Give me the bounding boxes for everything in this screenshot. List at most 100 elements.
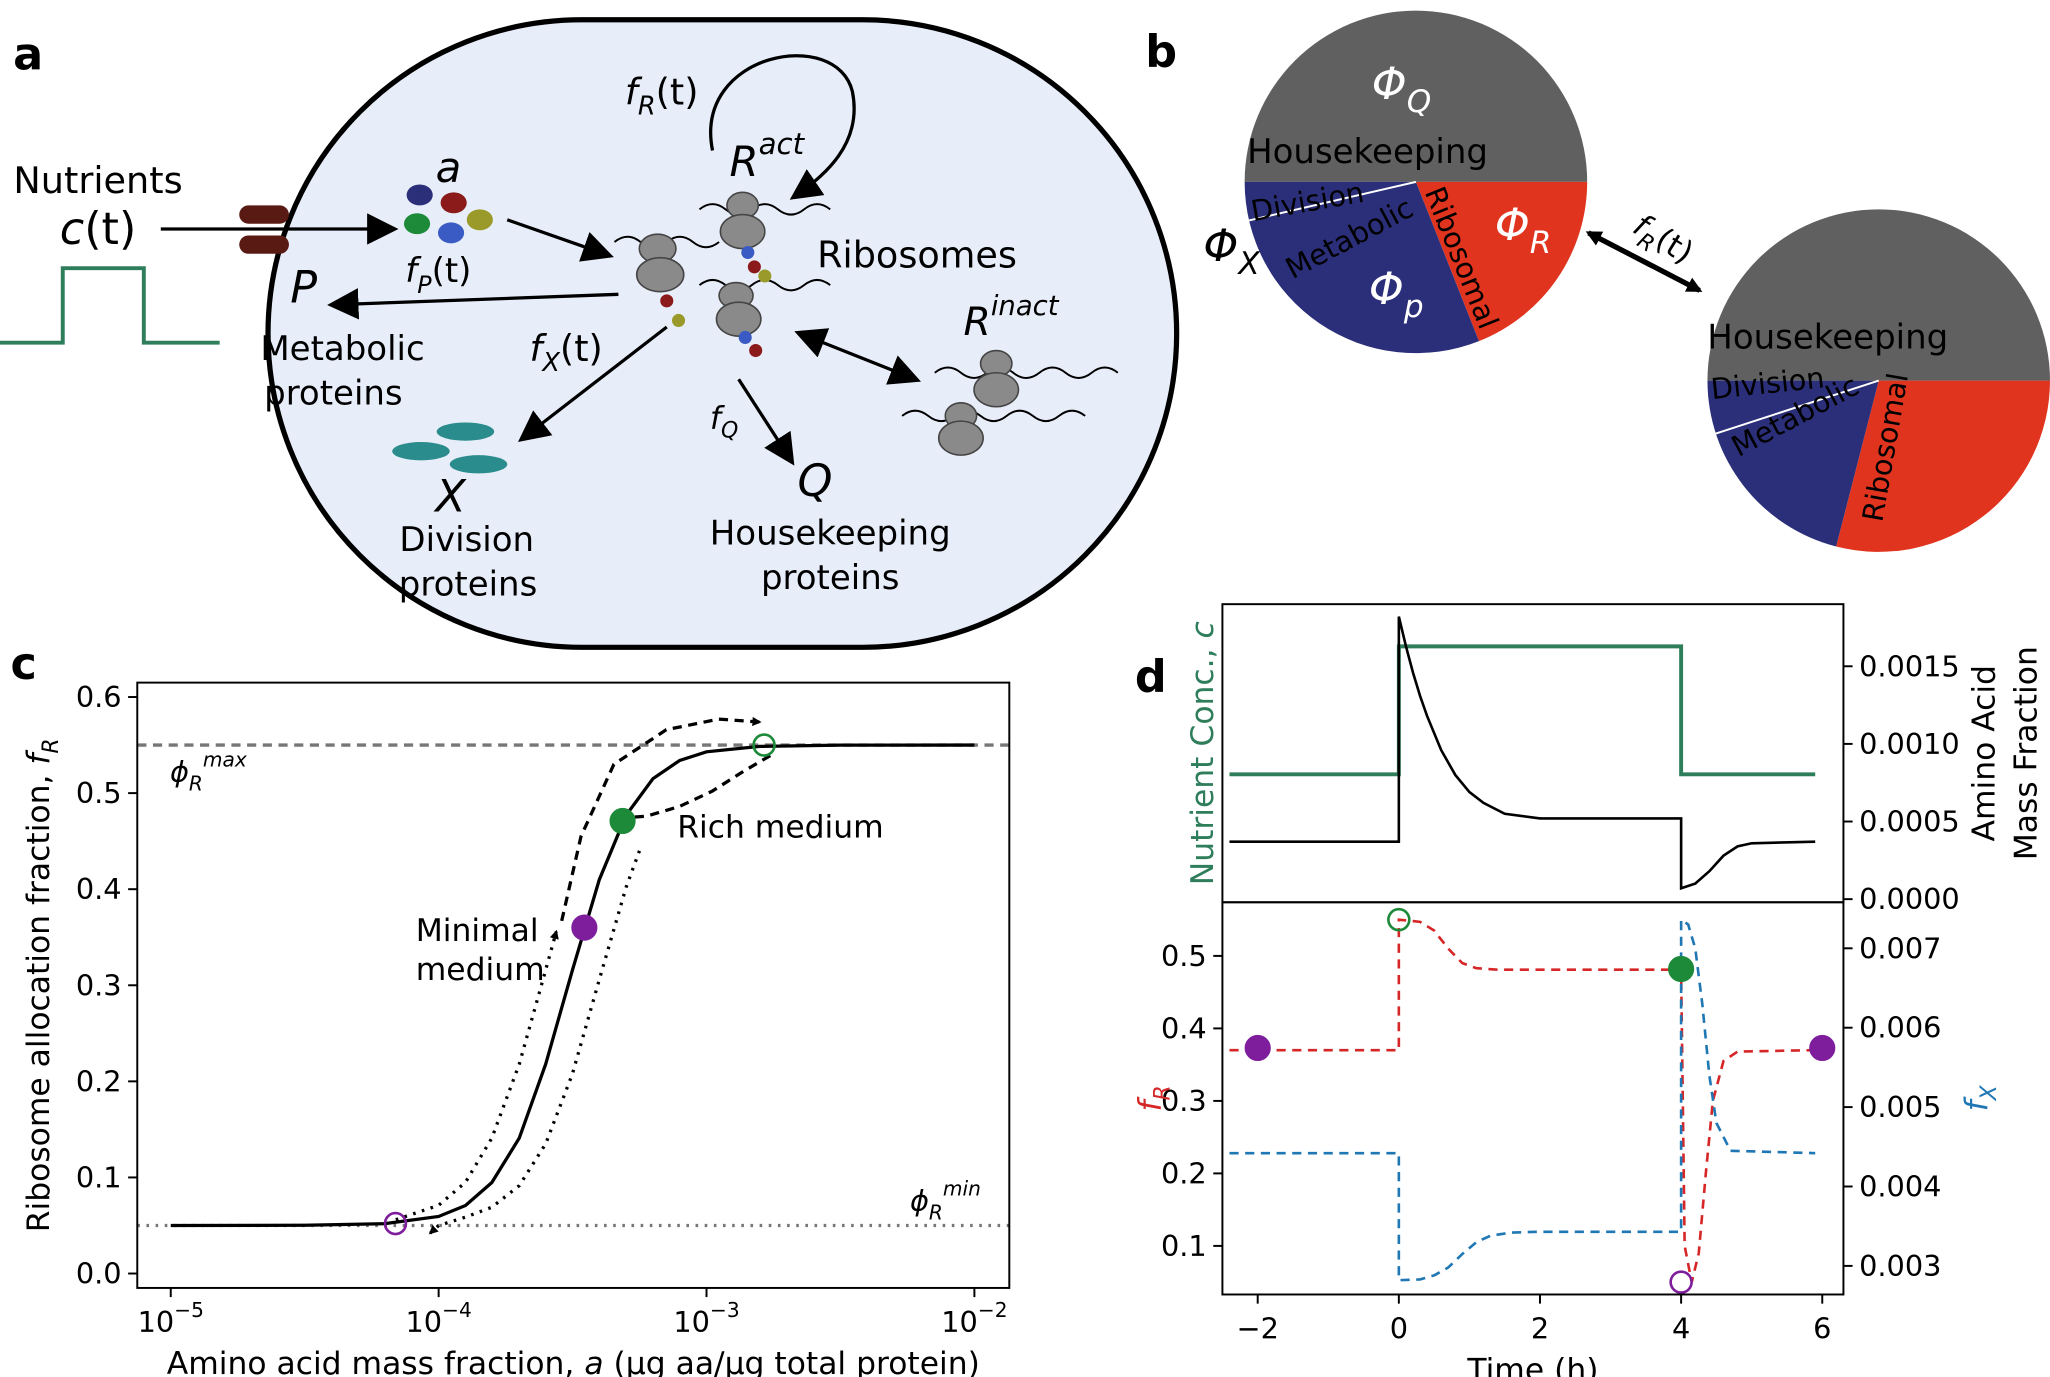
text-part: (t): [1649, 221, 1699, 271]
division-protein: [449, 455, 508, 474]
panel-label: a: [13, 30, 43, 81]
text-part: Nutrient Conc.,: [1185, 638, 1221, 885]
y-tick-label: 0.3: [76, 968, 122, 1002]
x-tick-label: −2: [1237, 1311, 1279, 1345]
marker: [1809, 1034, 1836, 1062]
plot-area: [1229, 917, 1816, 1283]
text-part: inact: [991, 291, 1060, 322]
text-part: c: [60, 203, 84, 254]
ribosomes: [635, 191, 1020, 456]
tick-exponent: −5: [174, 1298, 204, 1322]
y-axis-label: Nutrient Conc., c: [1185, 621, 1221, 885]
diagram-label: Ribosomes: [817, 234, 1017, 277]
text-part: R: [1151, 1085, 1176, 1100]
y-tick-label: 0.007: [1859, 931, 1941, 965]
marker: [1387, 907, 1411, 932]
y-tick-label: 0.0015: [1859, 649, 1960, 683]
x-tick-label: 10−5: [138, 1298, 204, 1339]
arrow: [506, 218, 614, 262]
tick-base: 10: [138, 1305, 175, 1339]
text-part: Φ: [1372, 58, 1407, 109]
text-part: R: [189, 772, 203, 796]
y-tick-label: 0.5: [1161, 939, 1207, 973]
y-tick-label: 0.0005: [1859, 805, 1960, 839]
tick-exponent: −2: [978, 1298, 1008, 1322]
panel-label: c: [10, 639, 36, 690]
plot-area: [1229, 616, 1816, 891]
annotation: medium: [416, 952, 545, 988]
diagram-label: fR(t): [1623, 207, 1699, 277]
y-tick-label: 0.006: [1859, 1011, 1941, 1045]
x-tick-label: 0: [1390, 1311, 1408, 1345]
series-line: [560, 716, 762, 922]
division-boundary: [1715, 379, 1880, 435]
text-part: Φ: [1495, 200, 1530, 251]
arrow: [327, 288, 619, 320]
y-tick-label: 0.6: [76, 680, 122, 714]
series-line: [1229, 917, 1816, 1282]
mrna: [901, 366, 1119, 423]
y-tick-label: 0.0010: [1859, 727, 1960, 761]
annotation: Minimal: [416, 913, 539, 949]
text-part: max: [203, 748, 248, 772]
y-tick-label: 0.003: [1859, 1249, 1941, 1283]
text-part: Φ: [1203, 220, 1238, 271]
y2-axis-label: Mass Fraction: [2008, 646, 2044, 860]
y-tick-label: 0.005: [1859, 1090, 1941, 1124]
y2-axis-label: fX: [1959, 1084, 2002, 1111]
division-boundary: [1248, 180, 1417, 222]
diagram-label: Division: [399, 520, 534, 560]
text-part: R: [1530, 225, 1552, 261]
y-tick-label: 0.2: [1161, 1156, 1207, 1190]
y-tick-label: 0.2: [76, 1064, 122, 1098]
x-tick-label: 2: [1531, 1311, 1549, 1345]
text-part: R: [730, 136, 759, 185]
text-part: ϕ: [910, 1183, 929, 1217]
axes-frame: [1221, 603, 1845, 904]
x-tick-label: 4: [1672, 1311, 1690, 1345]
pie-transition-arrow: [1585, 230, 1703, 293]
feedback-arrow: [709, 54, 856, 200]
marker: [571, 914, 598, 941]
pie-label: Housekeeping: [1707, 317, 1948, 357]
text-part: R: [39, 738, 64, 753]
text-part: f: [21, 750, 57, 765]
transporter: [239, 235, 289, 254]
series-line: [1229, 644, 1816, 777]
marker: [383, 1211, 408, 1236]
reference-label: ϕRmin: [910, 1176, 981, 1224]
x-tick-label: 10−3: [673, 1298, 739, 1339]
y2-axis-label: Amino Acid: [1967, 665, 2003, 842]
marker: [752, 733, 776, 757]
x-tick-label: 10−4: [405, 1298, 471, 1339]
y-tick-label: 0.004: [1859, 1169, 1941, 1203]
x-tick-label: 6: [1813, 1311, 1831, 1345]
tick-exponent: −4: [442, 1298, 472, 1322]
diagram-label: Ract: [730, 127, 806, 186]
marker: [1244, 1034, 1271, 1062]
marker: [1669, 1270, 1693, 1294]
pie-symbol: ΦQ: [1372, 58, 1431, 120]
text-part: min: [943, 1176, 981, 1200]
y-tick-label: 0.1: [76, 1160, 122, 1194]
amino-acid: [466, 209, 493, 231]
amino-acid: [403, 213, 431, 235]
diagram-label: fP(t): [405, 251, 471, 299]
diagram-label: proteins: [399, 565, 538, 605]
arrow: [737, 378, 795, 466]
arrow: [517, 325, 668, 442]
text-part: (μg aa/μg total protein): [604, 1346, 980, 1377]
diagram-label: a: [436, 143, 462, 192]
text-part: (t): [432, 251, 472, 291]
diagram-label: fX(t): [529, 326, 602, 378]
text-part: X: [1977, 1084, 2002, 1101]
pie-label: Housekeeping: [1247, 132, 1488, 172]
axes-frame: [1221, 901, 1845, 1296]
text-part: Φ: [1369, 264, 1404, 315]
diagram-label: proteins: [761, 558, 900, 598]
plot-area: [137, 743, 1010, 1228]
panel-label: b: [1145, 27, 1177, 78]
text-part: R: [929, 1200, 943, 1224]
text-part: Ribosome allocation fraction,: [21, 765, 57, 1233]
